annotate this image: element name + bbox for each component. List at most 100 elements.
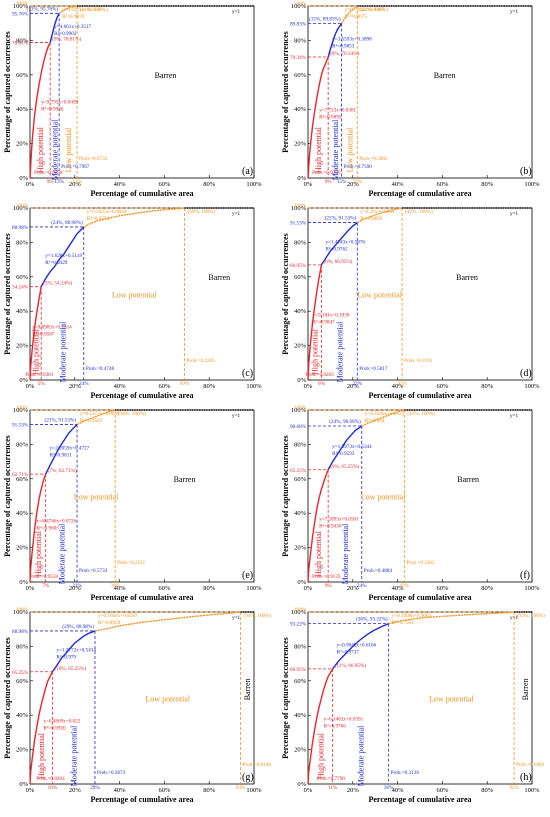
x-tick-label: 100% bbox=[524, 787, 540, 794]
moderate-x-value: 15% bbox=[337, 179, 347, 185]
y-tick-label: 80% bbox=[294, 37, 307, 44]
x-tick-label: 20% bbox=[347, 585, 360, 592]
high-break-label: (7%, 62.71%) bbox=[48, 467, 77, 474]
zone-barren-label: Barren bbox=[521, 679, 530, 701]
y-tick-label: 20% bbox=[294, 545, 307, 552]
curve-low bbox=[76, 409, 116, 426]
x-axis-label: Percentage of cumulative area bbox=[368, 189, 471, 198]
x-tick-label: 60% bbox=[158, 585, 171, 592]
x-tick-label: 0% bbox=[304, 383, 313, 390]
low-x-value: 69% bbox=[180, 381, 190, 387]
moderate-break-label: (21%, 91.53%) bbox=[44, 417, 76, 424]
low-break-label: (69%, 100%) bbox=[188, 208, 216, 215]
x-axis-label: Percentage of cumulative area bbox=[90, 795, 193, 804]
low-prob: Prob.=0.0146 bbox=[243, 762, 272, 768]
low-prob: Prob.=0.5982 bbox=[359, 156, 388, 162]
y-tick-label: 0% bbox=[19, 579, 28, 586]
barren-eq-label: y=1 bbox=[510, 9, 519, 15]
x-tick-label: 80% bbox=[481, 383, 494, 390]
zone-moderate-label: Moderate potential bbox=[57, 523, 66, 584]
x-tick-label: 0% bbox=[26, 383, 35, 390]
y-tick-label: 80% bbox=[294, 239, 307, 246]
low-prob: Prob.=0.2245 bbox=[187, 358, 216, 364]
chart-panel-6: 0% 20% 40% 60% 80% 100% 0% 20% 40% 60% 80% 100% Perc… bbox=[281, 405, 540, 602]
moderate-r2: R²=0.9593 bbox=[332, 451, 355, 457]
panel-id: (a) bbox=[242, 166, 253, 177]
y-tick-label: 0% bbox=[297, 175, 306, 182]
low-equation: y=0.5372x+0.8639 bbox=[80, 411, 120, 417]
y-tick-label: 20% bbox=[16, 141, 29, 148]
high-y-value: 65.25% bbox=[12, 670, 29, 676]
high-r2: R²=0.9926 bbox=[43, 725, 66, 731]
moderate-y-value: 95.76% bbox=[12, 11, 29, 17]
chart-panel-8: 0% 20% 40% 60% 80% 100% 0% 20% 40% 60% 80% 100% Perc… bbox=[281, 607, 545, 804]
x-tick-label: 40% bbox=[392, 383, 405, 390]
zone-low-label: Low potential bbox=[64, 127, 73, 172]
panel-id: (c) bbox=[242, 368, 253, 379]
x-tick-label: 20% bbox=[347, 383, 360, 390]
moderate-prob: Prob.=0.3673 bbox=[97, 770, 126, 776]
moderate-equation: y=0.9042x+0.6166 bbox=[337, 642, 377, 648]
zone-high-label: High potential bbox=[32, 328, 41, 375]
panel-id: (e) bbox=[242, 570, 253, 581]
x-tick-label: 0% bbox=[304, 787, 313, 794]
x-tick-label: 60% bbox=[436, 585, 449, 592]
high-y-value: 54.24% bbox=[12, 285, 29, 291]
low-prob: Prob.=0.6735 bbox=[79, 156, 108, 162]
high-x-value: 5% bbox=[38, 381, 46, 387]
plot-frame bbox=[29, 611, 255, 785]
y-tick-label: 60% bbox=[16, 678, 29, 685]
high-equation: y=8.8983x+0.1314 bbox=[32, 325, 72, 331]
y-tick-label: 60% bbox=[16, 72, 29, 79]
x-tick-label: 100% bbox=[246, 181, 262, 188]
low-y-value: 100% bbox=[16, 203, 29, 209]
high-break-label: (6%, 66.95%) bbox=[323, 258, 352, 265]
y-tick-label: 40% bbox=[16, 712, 29, 719]
low-equation: y=0.6475x+0.8559 bbox=[62, 7, 102, 13]
curve-high bbox=[307, 264, 323, 381]
low-x-value: 21% bbox=[72, 179, 82, 185]
y-tick-label: 80% bbox=[16, 239, 29, 246]
y-tick-label: 0% bbox=[297, 579, 306, 586]
zone-barren-label: Barren bbox=[174, 475, 196, 484]
zone-high-label: High potential bbox=[314, 126, 323, 173]
zone-high-label: High potential bbox=[316, 732, 325, 779]
panel-id: (d) bbox=[520, 368, 532, 379]
zone-barren-label: Barren bbox=[456, 273, 478, 282]
plot-frame bbox=[307, 5, 533, 179]
low-y-value: 100% bbox=[294, 203, 307, 209]
low-x-value: 94% bbox=[236, 785, 246, 791]
y-tick-label: 60% bbox=[294, 274, 307, 281]
zone-moderate-label: Moderate potential bbox=[51, 119, 60, 180]
zone-low-label: Low potential bbox=[74, 492, 119, 501]
high-x-value: 6% bbox=[318, 381, 326, 387]
x-tick-label: 100% bbox=[246, 585, 262, 592]
moderate-prob: Prob.=0.7967 bbox=[61, 164, 90, 170]
x-axis-label: Percentage of cumulative area bbox=[368, 795, 471, 804]
curve-low bbox=[58, 5, 78, 14]
high-x-value: 9% bbox=[47, 179, 55, 185]
curve-high bbox=[29, 473, 47, 583]
high-r2: R²=0.9930 bbox=[41, 106, 64, 112]
high-r2: R²=0.9847 bbox=[312, 320, 335, 326]
low-equation: y=0.4282x+0.8525 bbox=[365, 411, 405, 417]
low-equation: y=0.7264x+0.8317 bbox=[345, 7, 385, 13]
high-y-value: 66.95% bbox=[290, 667, 307, 673]
y-tick-label: 40% bbox=[294, 308, 307, 315]
x-tick-label: 100% bbox=[246, 383, 262, 390]
x-tick-label: 60% bbox=[436, 383, 449, 390]
y-tick-label: 60% bbox=[294, 476, 307, 483]
curve-low bbox=[388, 611, 515, 625]
zone-low-label: Low potential bbox=[112, 290, 157, 299]
panel-id: (f) bbox=[520, 570, 530, 581]
moderate-prob: Prob.=0.5017 bbox=[359, 366, 388, 372]
plot-frame bbox=[307, 409, 533, 583]
barren-eq-label: y=1 bbox=[232, 413, 241, 419]
x-tick-label: 100% bbox=[524, 585, 540, 592]
x-tick-label: 80% bbox=[203, 383, 216, 390]
x-tick-label: 0% bbox=[304, 181, 313, 188]
high-r2: R²=0.9603 bbox=[37, 526, 60, 532]
x-tick-label: 60% bbox=[436, 787, 449, 794]
moderate-x-value: 24% bbox=[79, 381, 89, 387]
barren-eq-label: y=1 bbox=[510, 211, 519, 217]
